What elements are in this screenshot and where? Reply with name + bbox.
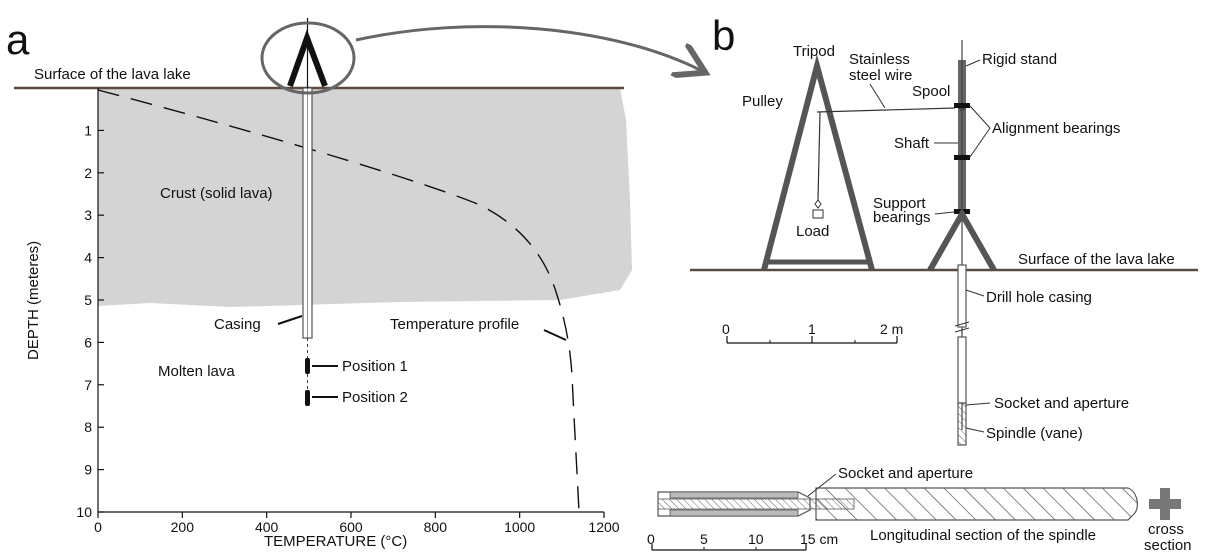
socket-aperture-label: Socket and aperture bbox=[994, 395, 1129, 412]
y-tick-label: 5 bbox=[84, 292, 92, 308]
scale-cm-label-15: 15 cm bbox=[800, 531, 838, 547]
molten-lava-label: Molten lava bbox=[158, 363, 235, 380]
y-tick-label: 6 bbox=[84, 334, 92, 350]
y-axis-ticks: 1 2 3 4 5 6 7 8 9 10 bbox=[76, 122, 104, 520]
temperature-profile-label: Temperature profile bbox=[390, 316, 519, 333]
cross-section-icon bbox=[1149, 488, 1181, 520]
load-weight bbox=[812, 199, 824, 219]
drill-hole-casing-lower bbox=[957, 336, 967, 404]
longitudinal-section-label: Longitudinal section of the spindle bbox=[870, 527, 1096, 544]
panel-a-letter: a bbox=[6, 16, 30, 63]
x-axis-label: TEMPERATURE (°C) bbox=[264, 533, 407, 550]
casing-leader bbox=[277, 315, 303, 325]
position-1-label: Position 1 bbox=[342, 358, 408, 375]
y-tick-label: 1 bbox=[84, 122, 92, 138]
casing-break bbox=[954, 321, 970, 333]
y-axis-label: DEPTH (meteres) bbox=[25, 241, 42, 360]
x-axis-ticks: 0 200 400 600 800 1000 1200 bbox=[94, 512, 620, 535]
stand-legs bbox=[927, 207, 997, 272]
wire-label-line1: Stainless bbox=[849, 51, 910, 68]
x-tick-label: 400 bbox=[255, 519, 279, 535]
zoom-circle bbox=[260, 21, 356, 95]
scale-m-label-2: 2 m bbox=[880, 321, 903, 337]
y-tick-label: 8 bbox=[84, 419, 92, 435]
x-tick-label: 0 bbox=[94, 519, 102, 535]
y-tick-label: 7 bbox=[84, 377, 92, 393]
support-leader bbox=[934, 211, 955, 215]
small-tripod bbox=[287, 29, 328, 88]
scale-cm-label-0: 0 bbox=[647, 531, 655, 547]
socket-aperture-label-section: Socket and aperture bbox=[838, 465, 973, 482]
x-tick-label: 1000 bbox=[504, 519, 535, 535]
alignment-leader-1 bbox=[969, 105, 991, 129]
y-tick-label: 9 bbox=[84, 462, 92, 478]
spool-label: Spool bbox=[912, 83, 950, 100]
scale-cm-label-5: 5 bbox=[700, 531, 708, 547]
temperature-profile-leader bbox=[543, 329, 567, 341]
scale-cm-label-10: 10 bbox=[748, 531, 764, 547]
cross-section-label-line1: cross bbox=[1148, 521, 1184, 538]
surface-label: Surface of the lava lake bbox=[34, 66, 191, 83]
y-tick-label: 3 bbox=[84, 207, 92, 223]
socket-wall-top bbox=[669, 491, 799, 499]
socket-leader bbox=[965, 402, 991, 406]
spindle-leader bbox=[965, 427, 985, 433]
socket-wall-bottom bbox=[669, 509, 799, 517]
tripod-frame bbox=[761, 54, 875, 271]
pulley-label: Pulley bbox=[742, 93, 783, 110]
load-label: Load bbox=[796, 223, 829, 240]
cross-section-label-line2: section bbox=[1144, 537, 1192, 554]
surface-label-b: Surface of the lava lake bbox=[1018, 251, 1175, 268]
y-tick-label: 4 bbox=[84, 250, 92, 266]
alignment-bearings-label: Alignment bearings bbox=[992, 120, 1120, 137]
zoom-arrow bbox=[355, 25, 700, 70]
x-tick-label: 200 bbox=[171, 519, 195, 535]
x-tick-label: 600 bbox=[339, 519, 363, 535]
x-tick-label: 800 bbox=[424, 519, 448, 535]
position-1-marker bbox=[305, 358, 310, 374]
drill-casing-leader bbox=[965, 289, 985, 297]
crust-region bbox=[98, 88, 632, 307]
position-2-label: Position 2 bbox=[342, 389, 408, 406]
spindle-section: Socket and aperture Longitudinal section… bbox=[647, 465, 1192, 554]
panel-a: a Surface of the lava lake 1 2 3 4 5 6 7 8 9 10 0… bbox=[6, 16, 700, 550]
spindle-vane bbox=[957, 402, 967, 446]
drill-hole-casing-label: Drill hole casing bbox=[986, 289, 1092, 306]
spindle-label: Spindle (vane) bbox=[986, 425, 1083, 442]
spindle-body bbox=[815, 487, 1138, 521]
socket-section-leader bbox=[807, 473, 837, 497]
rigid-stand-leader bbox=[965, 59, 981, 67]
support-bearings-line2: bearings bbox=[873, 209, 931, 226]
y-tick-label: 2 bbox=[84, 165, 92, 181]
position-2-marker bbox=[305, 390, 310, 406]
y-tick-label: 10 bbox=[76, 504, 92, 520]
wire-label-line2: steel wire bbox=[849, 67, 912, 84]
scale-m-label-1: 1 bbox=[808, 321, 816, 337]
panel-b-letter: b bbox=[712, 12, 735, 59]
wire-leader bbox=[869, 83, 886, 109]
alignment-bearing-1 bbox=[954, 103, 970, 108]
alignment-leader-2 bbox=[969, 127, 991, 158]
steel-wire bbox=[816, 107, 956, 201]
casing-label: Casing bbox=[214, 316, 261, 333]
support-bearings-line1: Support bbox=[873, 195, 926, 212]
scale-m-label-0: 0 bbox=[722, 321, 730, 337]
drill-hole-casing bbox=[957, 264, 967, 328]
x-tick-label: 1200 bbox=[588, 519, 619, 535]
panel-b: b Tripod Stainless steel wire Pulley Loa… bbox=[690, 12, 1198, 446]
crust-label: Crust (solid lava) bbox=[160, 185, 273, 202]
tripod-label: Tripod bbox=[793, 43, 835, 60]
rigid-stand-label: Rigid stand bbox=[982, 51, 1057, 68]
alignment-bearing-2 bbox=[954, 155, 970, 160]
shaft-label: Shaft bbox=[894, 135, 930, 152]
